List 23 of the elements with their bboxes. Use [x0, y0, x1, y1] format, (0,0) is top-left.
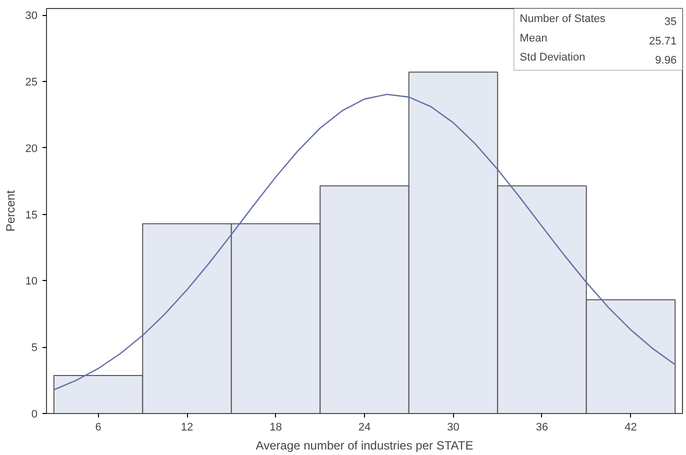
y-tick-label: 5: [31, 342, 38, 354]
annotation: 25.71: [649, 35, 677, 48]
y-tick-label: 10: [25, 276, 38, 288]
x-tick-label: 36: [536, 422, 548, 434]
annotation: 9.96: [655, 54, 677, 67]
y-tick-label: 30: [25, 10, 38, 22]
annotation: Std Deviation: [520, 52, 586, 64]
line-series: [53, 94, 676, 390]
x-tick-label: 18: [270, 422, 282, 434]
y-tick-label: 25: [25, 76, 38, 89]
x-axis-title: Average number of industries per STATE: [256, 438, 474, 452]
x-tick-label: 12: [180, 422, 194, 434]
y-axis-title: Percent: [3, 190, 18, 232]
annotation: Number of States: [520, 13, 606, 26]
y-tick-label: 20: [25, 142, 38, 155]
annotation: 35: [664, 16, 677, 28]
x-tick-label: 42: [624, 422, 637, 434]
x-tick-label: 6: [95, 422, 102, 434]
annotation: Mean: [520, 32, 548, 44]
x-tick-label: 30: [447, 422, 460, 434]
y-tick-label: 0: [31, 408, 38, 420]
x-tick-label: 24: [358, 422, 371, 434]
y-tick-label: 15: [25, 209, 38, 222]
